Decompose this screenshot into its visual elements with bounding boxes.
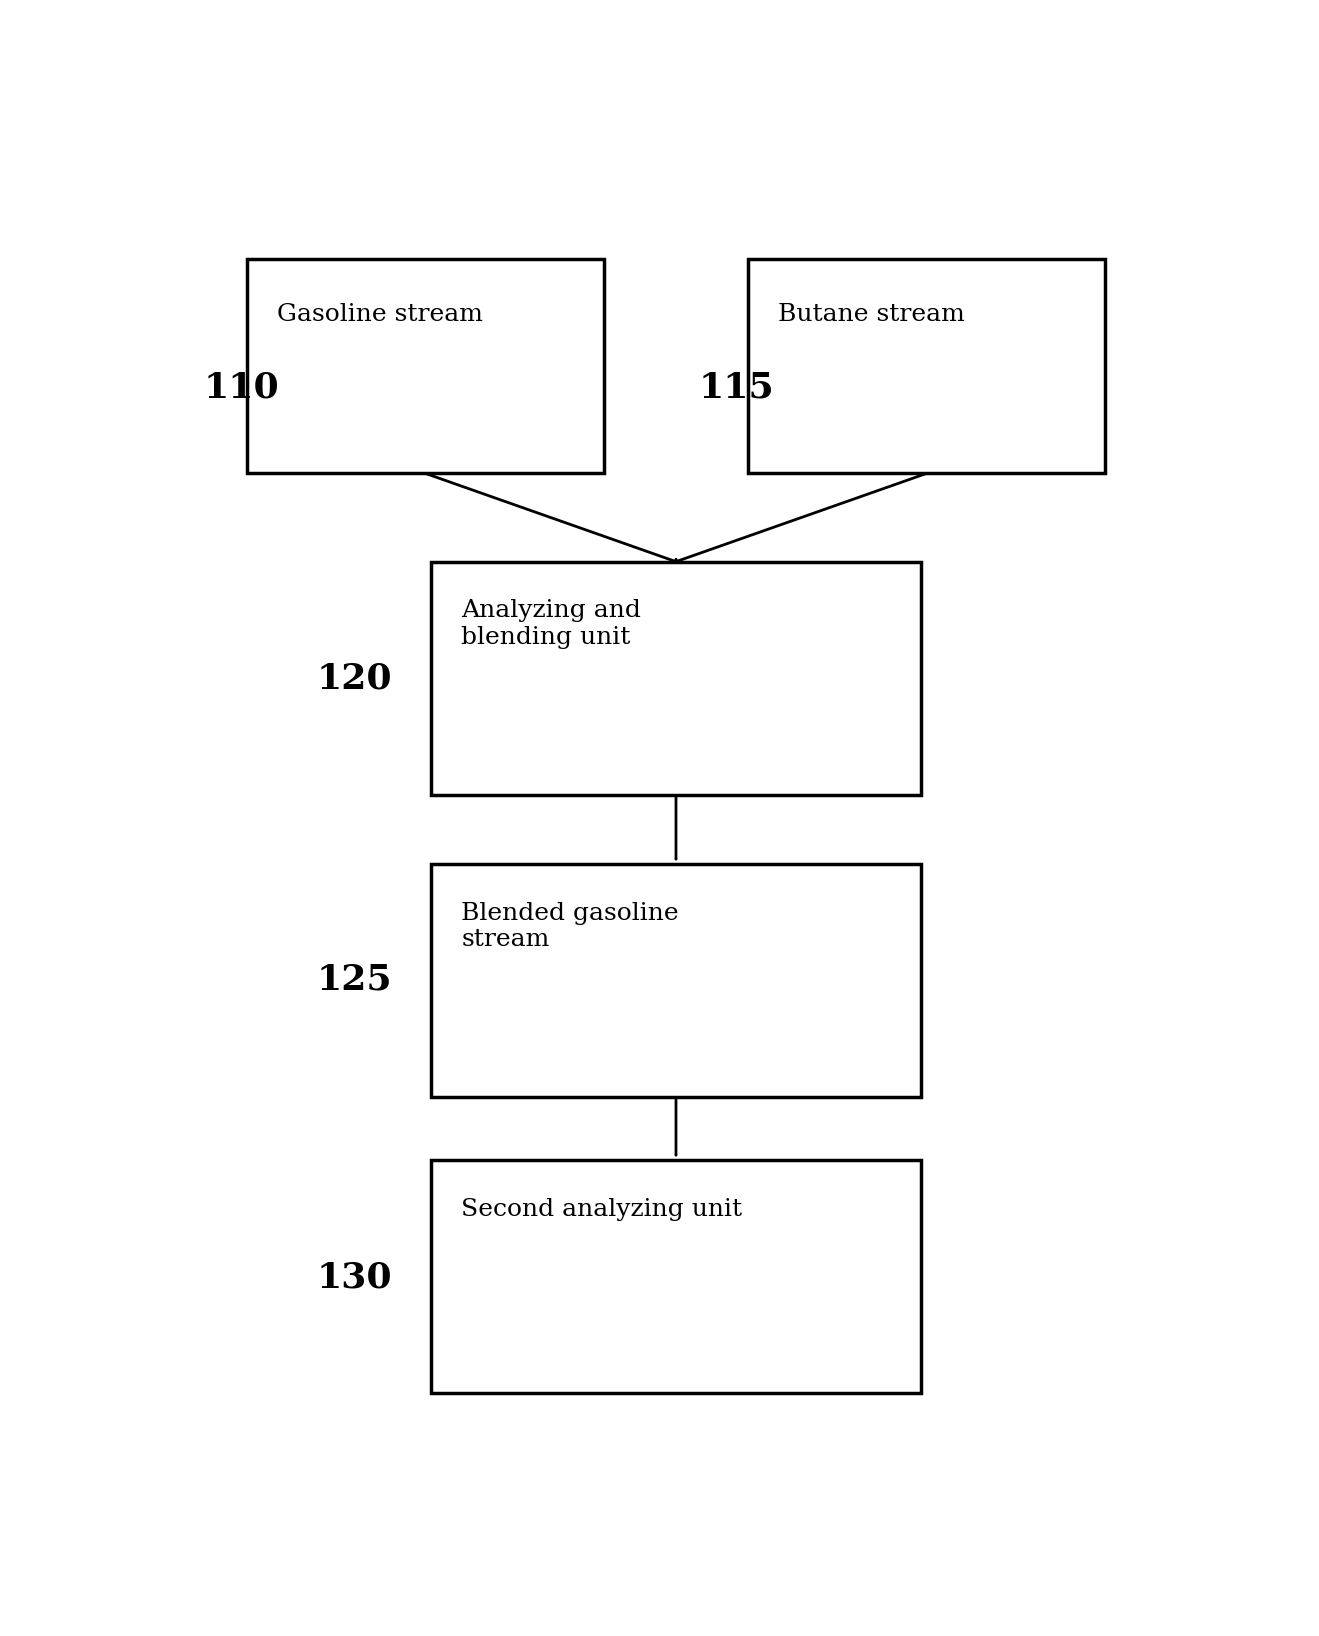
Text: Butane stream: Butane stream: [778, 303, 966, 327]
Bar: [748, 258, 1105, 473]
Bar: [431, 1160, 922, 1394]
Text: 130: 130: [317, 1260, 392, 1294]
Text: 120: 120: [317, 663, 392, 695]
Text: 115: 115: [699, 371, 774, 404]
Text: Analyzing and
blending unit: Analyzing and blending unit: [462, 599, 641, 649]
Text: Blended gasoline
stream: Blended gasoline stream: [462, 901, 679, 952]
Bar: [431, 561, 922, 795]
Text: Gasoline stream: Gasoline stream: [277, 303, 483, 327]
Text: Second analyzing unit: Second analyzing unit: [462, 1198, 743, 1220]
Text: 125: 125: [317, 964, 392, 996]
Bar: [431, 864, 922, 1098]
Text: 110: 110: [203, 371, 280, 404]
Bar: [247, 258, 604, 473]
